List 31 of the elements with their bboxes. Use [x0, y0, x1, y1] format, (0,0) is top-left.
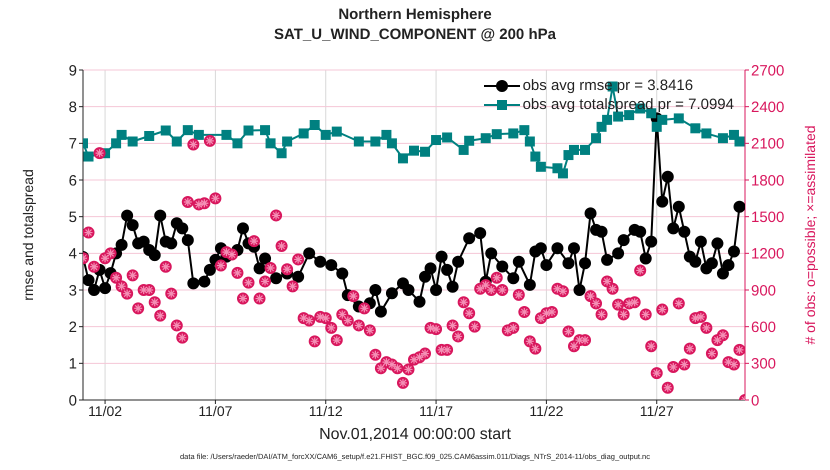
y2-tick-label: 1200	[751, 246, 784, 263]
y-tick-label: 6	[68, 172, 77, 190]
x-tick-label: 11/07	[198, 402, 233, 419]
x-tick-label: 11/17	[419, 402, 454, 419]
y-tick-label: 7	[68, 136, 77, 153]
y2-tick-label: 900	[751, 282, 776, 300]
y2-tick-label: 0	[751, 392, 760, 410]
y-tick-label: 5	[68, 208, 77, 226]
y-tick-label: 9	[68, 62, 77, 80]
chart-subtitle: SAT_U_WIND_COMPONENT @ 200 hPa	[273, 26, 557, 43]
y2-tick-label: 1800	[751, 172, 784, 190]
x-axis-title: Nov.01,2014 00:00:00 start	[318, 426, 512, 444]
x-tick-label: 11/22	[529, 402, 564, 419]
y-tick-label: 4	[68, 246, 77, 263]
y2-tick-label: 300	[751, 356, 776, 373]
y2-tick-label: 2400	[751, 98, 784, 116]
y2-tick-label: 600	[751, 318, 776, 336]
chart-title: Northern Hemisphere	[337, 6, 493, 23]
y-tick-label: 8	[68, 98, 77, 116]
x-tick-label: 11/02	[88, 402, 122, 419]
y-tick-label: 3	[68, 282, 77, 300]
x-tick-label: 11/12	[308, 402, 343, 419]
y2-axis-title: # of obs: o=possible; ×=assimilated	[802, 125, 818, 345]
y2-tick-label: 1500	[751, 208, 784, 226]
y2-tick-label: 2100	[751, 136, 784, 153]
y-axis-title: rmse and totalspread	[20, 169, 36, 301]
y2-tick-label: 2700	[751, 62, 784, 80]
y-tick-label: 2	[68, 318, 77, 336]
y-tick-label: 1	[68, 356, 77, 373]
x-tick-label: 11/27	[640, 402, 674, 419]
y-tick-label: 0	[68, 392, 77, 410]
